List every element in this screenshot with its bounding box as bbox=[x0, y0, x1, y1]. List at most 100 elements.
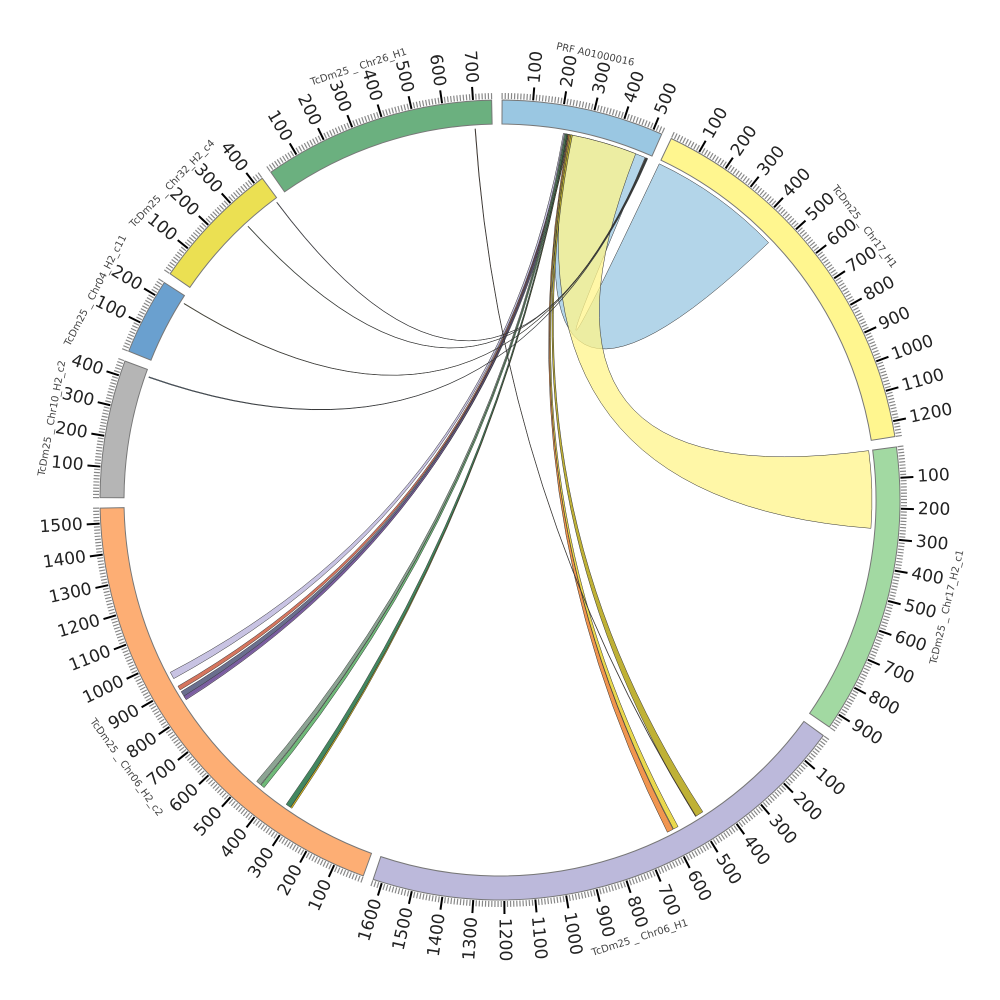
segment-band[interactable] bbox=[128, 281, 186, 361]
minor-tick bbox=[854, 309, 861, 314]
minor-tick bbox=[459, 899, 462, 906]
minor-tick bbox=[95, 541, 102, 544]
minor-tick bbox=[148, 294, 154, 299]
minor-tick bbox=[798, 767, 804, 772]
minor-tick bbox=[846, 700, 853, 705]
minor-tick bbox=[720, 834, 726, 840]
minor-tick bbox=[599, 105, 603, 112]
tick-label: 300 bbox=[60, 384, 96, 411]
minor-tick bbox=[247, 179, 253, 186]
minor-tick bbox=[169, 261, 175, 267]
minor-tick bbox=[605, 886, 608, 893]
minor-tick bbox=[201, 222, 207, 228]
minor-tick bbox=[99, 424, 106, 428]
segment-band[interactable] bbox=[169, 177, 278, 289]
minor-tick bbox=[767, 797, 773, 804]
minor-tick bbox=[334, 127, 339, 134]
minor-tick bbox=[145, 299, 151, 304]
tick-label: 300 bbox=[325, 78, 356, 116]
minor-tick bbox=[753, 810, 759, 816]
minor-tick bbox=[786, 215, 793, 221]
minor-tick bbox=[730, 166, 735, 173]
major-tick bbox=[245, 172, 256, 184]
minor-tick bbox=[230, 800, 236, 807]
segment-band[interactable] bbox=[99, 360, 149, 499]
minor-tick bbox=[252, 818, 258, 825]
tick-label: 900 bbox=[591, 903, 618, 939]
tick-label: 300 bbox=[244, 844, 279, 882]
major-tick bbox=[439, 896, 444, 910]
minor-tick bbox=[303, 142, 308, 149]
segment-band[interactable] bbox=[372, 720, 824, 901]
minor-tick bbox=[735, 170, 740, 176]
minor-tick bbox=[385, 109, 389, 116]
minor-tick bbox=[453, 95, 455, 102]
minor-tick bbox=[845, 293, 852, 298]
minor-tick bbox=[144, 694, 151, 699]
minor-tick bbox=[646, 872, 650, 879]
minor-tick bbox=[715, 837, 720, 844]
segment-band[interactable] bbox=[270, 99, 493, 193]
minor-tick bbox=[328, 863, 332, 870]
minor-tick bbox=[638, 118, 642, 125]
major-tick bbox=[439, 90, 444, 104]
minor-tick bbox=[743, 817, 749, 824]
minor-tick bbox=[111, 378, 118, 382]
major-tick bbox=[327, 864, 336, 878]
minor-tick bbox=[132, 324, 138, 329]
minor-tick bbox=[741, 819, 746, 826]
minor-tick bbox=[357, 875, 361, 882]
minor-tick bbox=[886, 606, 893, 610]
major-tick bbox=[271, 834, 281, 847]
minor-tick bbox=[176, 251, 183, 257]
minor-tick bbox=[861, 323, 868, 328]
minor-tick bbox=[709, 152, 714, 159]
minor-tick bbox=[319, 859, 324, 866]
minor-tick bbox=[590, 890, 593, 897]
minor-tick bbox=[602, 887, 605, 894]
minor-tick bbox=[685, 854, 690, 861]
minor-tick bbox=[100, 418, 108, 422]
minor-tick bbox=[94, 459, 102, 461]
minor-tick bbox=[857, 315, 864, 320]
major-tick bbox=[698, 140, 707, 153]
major-tick bbox=[682, 855, 691, 869]
tick-label: 1400 bbox=[42, 547, 88, 573]
minor-tick bbox=[690, 141, 695, 148]
minor-tick bbox=[801, 231, 808, 237]
minor-tick bbox=[540, 898, 543, 905]
major-tick bbox=[534, 899, 538, 913]
minor-tick bbox=[821, 256, 827, 262]
minor-tick bbox=[121, 647, 128, 651]
minor-tick bbox=[434, 98, 437, 105]
minor-tick bbox=[106, 602, 113, 606]
segment-band[interactable] bbox=[808, 446, 901, 728]
minor-tick bbox=[863, 667, 870, 672]
minor-tick bbox=[799, 229, 805, 235]
minor-tick bbox=[268, 164, 274, 170]
tick-label: 100 bbox=[525, 50, 548, 84]
minor-tick bbox=[860, 320, 867, 325]
minor-tick bbox=[685, 138, 689, 145]
minor-tick bbox=[394, 887, 398, 894]
major-tick bbox=[245, 816, 256, 828]
minor-tick bbox=[544, 95, 547, 102]
minor-tick bbox=[608, 108, 612, 115]
segment-band[interactable] bbox=[99, 507, 373, 877]
minor-tick bbox=[835, 277, 842, 282]
segment-band[interactable] bbox=[660, 137, 896, 441]
minor-tick bbox=[101, 415, 108, 418]
major-tick bbox=[735, 823, 746, 835]
minor-tick bbox=[282, 155, 287, 162]
major-tick bbox=[815, 244, 827, 254]
minor-tick bbox=[537, 899, 540, 906]
major-tick bbox=[838, 713, 851, 723]
minor-tick bbox=[676, 134, 681, 141]
minor-tick bbox=[577, 893, 581, 900]
minor-tick bbox=[317, 135, 322, 142]
minor-tick bbox=[297, 847, 302, 854]
minor-tick bbox=[201, 772, 207, 778]
minor-tick bbox=[385, 884, 389, 891]
segment-band[interactable] bbox=[501, 99, 663, 157]
minor-tick bbox=[184, 241, 191, 247]
